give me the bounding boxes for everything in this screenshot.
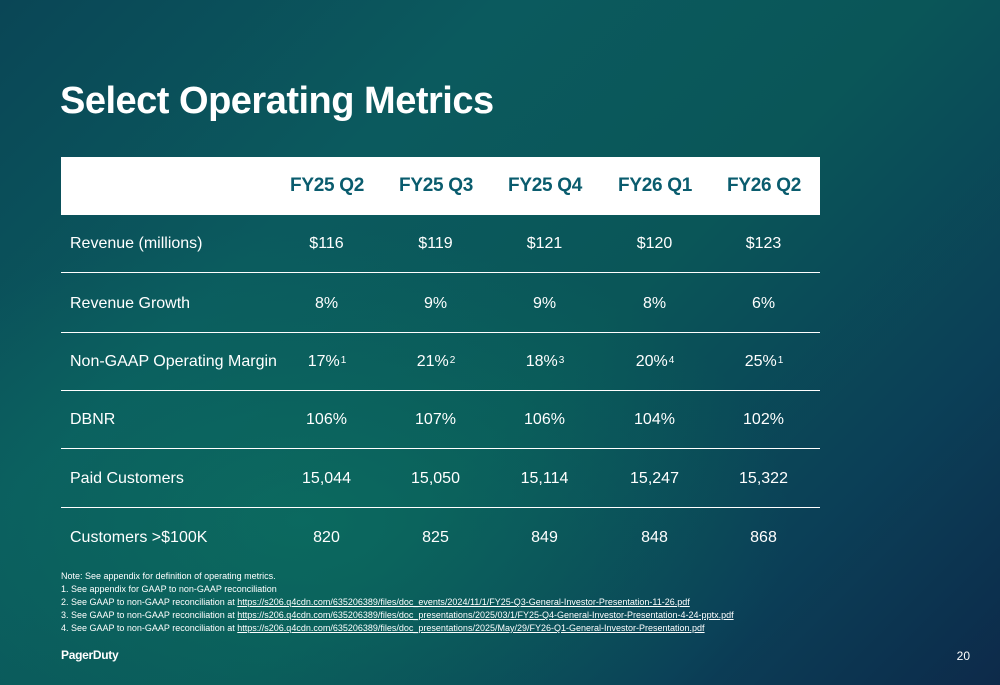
slide-title: Select Operating Metrics: [60, 80, 494, 122]
table-cell: 9%: [423, 295, 448, 312]
row-label: Revenue (millions): [70, 235, 203, 252]
table-row: Paid Customers 15,044 15,050 15,114 15,2…: [61, 450, 820, 508]
table-row: DBNR 106% 107% 106% 104% 102%: [61, 391, 820, 449]
column-header-fy26-q2: FY26 Q2: [727, 175, 801, 196]
table-cell: 8%: [642, 295, 667, 312]
table-cell: 868: [750, 529, 777, 546]
table-cell: 106%: [306, 411, 347, 428]
column-header-fy25-q2: FY25 Q2: [290, 175, 364, 196]
table-row: Customers >$100K 820 825 849 848 868: [61, 509, 820, 567]
column-header-fy25-q4: FY25 Q4: [508, 175, 582, 196]
footnote-1: 1. See appendix for GAAP to non-GAAP rec…: [61, 584, 277, 594]
table-cell: 15,050: [411, 470, 460, 487]
footnote-2: 2. See GAAP to non-GAAP reconciliation a…: [61, 597, 690, 607]
footnote-3-link[interactable]: https://s206.q4cdn.com/635206389/files/d…: [237, 610, 734, 620]
table-cell: 8%: [314, 295, 339, 312]
table-cell: 17% 1: [307, 353, 347, 370]
row-label: Revenue Growth: [70, 295, 191, 312]
table-cell: 15,114: [520, 470, 569, 487]
row-label: Paid Customers: [70, 470, 184, 487]
page-number: 20: [956, 649, 970, 663]
table-cell: 849: [531, 529, 558, 546]
table-cell: 15,247: [630, 470, 679, 487]
table-cell: 21% 2: [416, 353, 456, 370]
table-cell: $119: [418, 235, 453, 252]
column-header-fy25-q3: FY25 Q3: [399, 175, 473, 196]
table-cell: $116: [309, 235, 344, 252]
note-text: Note: See appendix for definition of ope…: [61, 571, 276, 581]
column-header-fy26-q1: FY26 Q1: [618, 175, 692, 196]
table-cell: 15,322: [739, 470, 788, 487]
row-label: Customers >$100K: [70, 529, 208, 546]
table-cell: $123: [745, 235, 782, 252]
table-cell: 25% 1: [744, 353, 784, 370]
table-cell: $120: [636, 235, 673, 252]
footnote-2-link[interactable]: https://s206.q4cdn.com/635206389/files/d…: [237, 597, 690, 607]
table-cell: 104%: [634, 411, 675, 428]
footnote-4: 4. See GAAP to non-GAAP reconciliation a…: [61, 623, 705, 633]
table-cell: 9%: [532, 295, 557, 312]
row-label: DBNR: [70, 411, 116, 428]
table-row: Revenue (millions) $116 $119 $121 $120 $…: [61, 215, 820, 273]
table-cell: 102%: [743, 411, 784, 428]
footnote-4-link[interactable]: https://s206.q4cdn.com/635206389/files/d…: [237, 623, 705, 633]
table-cell: 848: [641, 529, 668, 546]
table-cell: 820: [313, 529, 340, 546]
table-header: FY25 Q2 FY25 Q3 FY25 Q4 FY26 Q1 FY26 Q2: [61, 157, 820, 215]
row-label: Non-GAAP Operating Margin: [70, 353, 277, 370]
table-cell: 15,044: [302, 470, 351, 487]
table-cell: $121: [526, 235, 563, 252]
table-row: Revenue Growth 8% 9% 9% 8% 6%: [61, 275, 820, 333]
table-cell: 106%: [524, 411, 565, 428]
table-row: Non-GAAP Operating Margin 17% 1 21% 2 18% 3…: [61, 333, 820, 391]
table-cell: 18% 3: [525, 353, 565, 370]
footnotes: Note: See appendix for definition of ope…: [61, 570, 734, 635]
table-cell: 107%: [415, 411, 456, 428]
footnote-3: 3. See GAAP to non-GAAP reconciliation a…: [61, 610, 734, 620]
table-cell: 20% 4: [635, 353, 675, 370]
table-cell: 825: [422, 529, 449, 546]
pagerduty-logo: PagerDuty: [61, 648, 119, 662]
table-cell: 6%: [751, 295, 776, 312]
